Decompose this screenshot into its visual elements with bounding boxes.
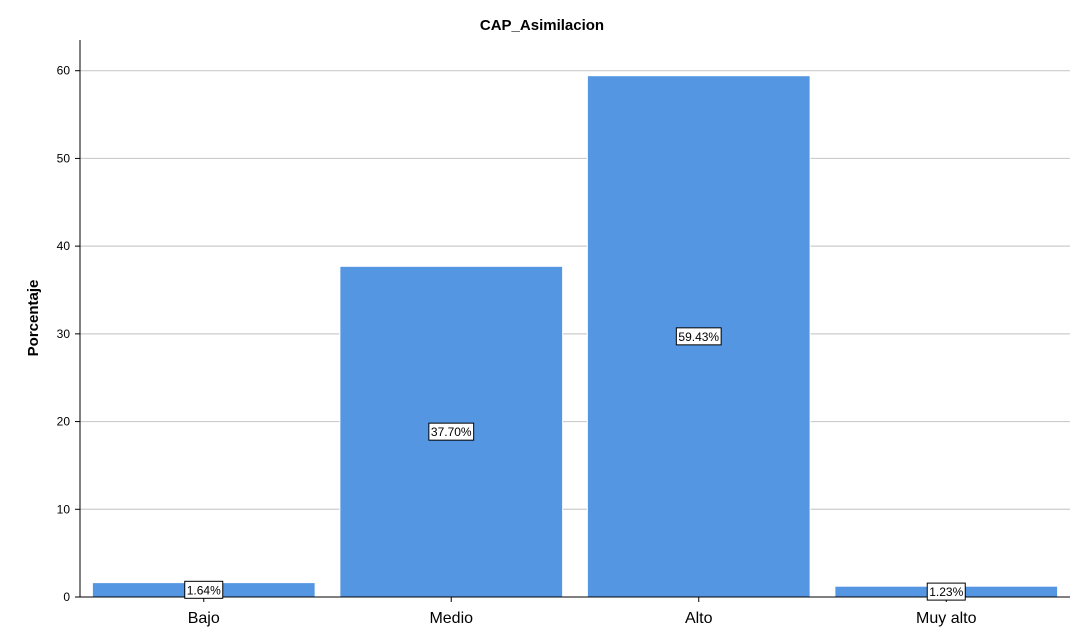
y-tick-label: 10: [57, 502, 71, 516]
y-tick-label: 0: [63, 590, 70, 604]
bars: [91, 75, 1059, 598]
data-label-box: [184, 580, 224, 599]
data-label-box: [675, 327, 722, 346]
data-label: 1.23%: [926, 582, 966, 601]
y-tick-label: 60: [57, 64, 71, 78]
y-tick-label: 40: [57, 239, 71, 253]
y-tick-label: 50: [57, 151, 71, 165]
data-label: 37.70%: [428, 422, 475, 441]
gridlines: [80, 70, 1070, 510]
data-label: 1.64%: [184, 580, 224, 599]
x-tick-label: Muy alto: [916, 610, 977, 627]
y-tick-label: 30: [57, 327, 71, 341]
x-tick-label: Alto: [685, 610, 713, 627]
data-label-box: [926, 582, 966, 601]
data-label-text: 59.43%: [678, 330, 719, 344]
x-tick-label: Medio: [429, 610, 473, 627]
y-axis-label: Porcentaje: [25, 280, 42, 357]
chart-title: CAP_Asimilacion: [480, 17, 604, 34]
y-tick-label: 20: [57, 415, 71, 429]
data-label-box: [428, 422, 475, 441]
data-label-text: 1.23%: [929, 585, 963, 599]
axes: 0 10 20 30 40 50 60 Bajo Medio Alto Muy alto: [57, 40, 1070, 627]
data-label-text: 1.64%: [187, 583, 221, 597]
data-label-text: 37.70%: [431, 425, 472, 439]
data-labels: 1.64% 37.70% 59.43% 1.23%: [184, 327, 966, 601]
bar-medio: [339, 265, 564, 598]
data-label: 59.43%: [675, 327, 722, 346]
x-tick-label: Bajo: [188, 610, 220, 627]
